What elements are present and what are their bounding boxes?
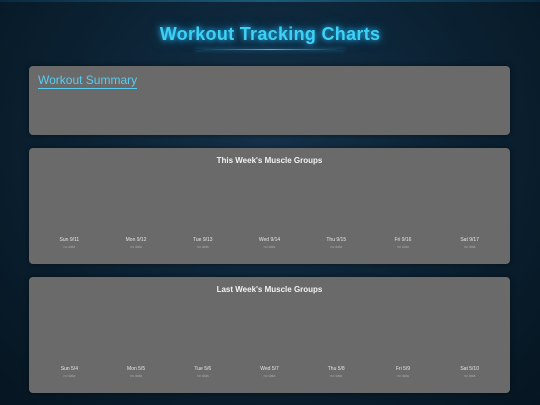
page-title: Workout Tracking Charts [159, 24, 381, 44]
last-week-title: Last Week's Muscle Groups [216, 285, 323, 294]
day-status: no data [330, 245, 343, 249]
day-column: Tue 9/13 no data [169, 237, 236, 249]
day-column: Wed 9/14 no data [236, 237, 303, 249]
day-column: Sun 9/11 no data [36, 237, 103, 249]
this-week-days-row: Sun 9/11 no data Mon 9/12 no data Tue 9/… [36, 237, 503, 249]
day-status: no data [130, 374, 142, 378]
day-status: no data [330, 374, 343, 378]
last-week-days-row: Sun 5/4 no data Mon 5/5 no data Tue 5/6 … [36, 366, 503, 378]
day-column: Thu 9/15 no data [303, 237, 370, 249]
day-column: Sun 5/4 no data [36, 366, 103, 378]
day-status: no data [397, 245, 409, 249]
day-label: Sun 5/4 [60, 366, 78, 372]
day-label: Sat 5/10 [460, 366, 479, 372]
day-label: Thu 9/15 [326, 237, 347, 243]
day-label: Wed 5/7 [260, 366, 279, 372]
day-status: no data [196, 245, 209, 249]
day-column: Sat 5/10 no data [436, 366, 503, 378]
this-week-muscle-groups-panel: This Week's Muscle Groups Sun 9/11 no da… [29, 148, 510, 264]
day-status: no data [463, 374, 476, 378]
day-column: Sat 9/17 no data [436, 237, 503, 249]
day-status: no data [63, 374, 76, 378]
day-status: no data [463, 245, 476, 249]
day-label: Thu 5/8 [327, 366, 345, 372]
day-label: Tue 9/13 [193, 237, 213, 243]
day-column: Mon 5/5 no data [103, 366, 170, 378]
day-label: Mon 5/5 [127, 366, 146, 372]
day-status: no data [263, 245, 276, 249]
day-status: no data [63, 245, 76, 249]
day-column: Wed 5/7 no data [236, 366, 303, 378]
day-status: no data [196, 374, 209, 378]
day-column: Mon 9/12 no data [103, 237, 170, 249]
workout-summary-panel: Workout Summary [29, 66, 510, 135]
this-week-title: This Week's Muscle Groups [216, 156, 323, 165]
day-label: Sun 9/11 [59, 237, 80, 243]
day-status: no data [263, 374, 276, 378]
day-column: Fri 9/16 no data [370, 237, 437, 249]
workout-summary-heading: Workout Summary [38, 73, 138, 89]
day-column: Thu 5/8 no data [303, 366, 370, 378]
day-label: Fri 9/16 [394, 237, 412, 243]
top-edge-divider [0, 0, 540, 2]
day-label: Tue 5/6 [194, 366, 212, 372]
day-status: no data [130, 245, 142, 249]
day-label: Wed 9/14 [258, 237, 281, 243]
page-header: Workout Tracking Charts [0, 24, 540, 50]
last-week-muscle-groups-panel: Last Week's Muscle Groups Sun 5/4 no dat… [29, 277, 510, 393]
day-label: Fri 5/9 [395, 366, 411, 372]
title-underline [195, 49, 345, 50]
day-column: Tue 5/6 no data [169, 366, 236, 378]
day-column: Fri 5/9 no data [370, 366, 437, 378]
day-label: Mon 9/12 [125, 237, 147, 243]
day-label: Sat 9/17 [460, 237, 479, 243]
day-status: no data [397, 374, 409, 378]
